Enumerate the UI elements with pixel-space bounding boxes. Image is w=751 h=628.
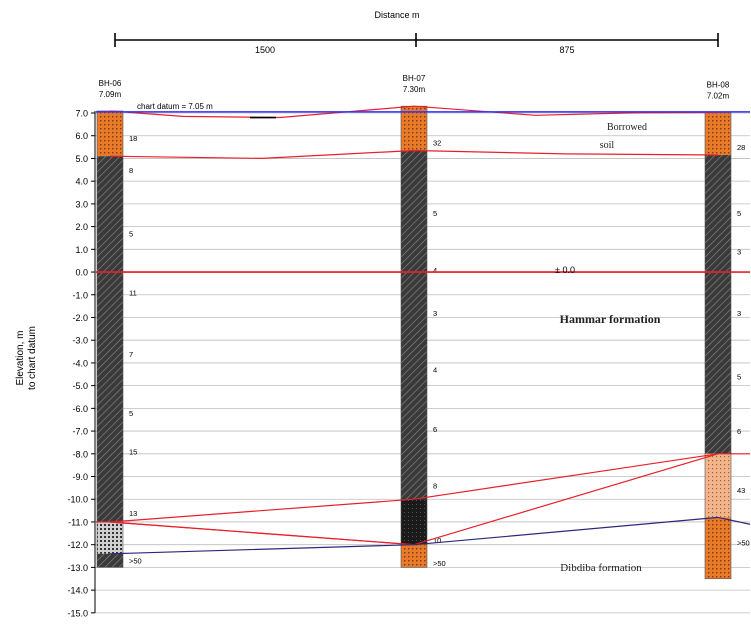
- y-tick-label: -1.0: [72, 290, 88, 300]
- borehole-name: BH-08: [707, 81, 730, 90]
- spt-value: 13: [129, 509, 137, 518]
- y-tick-label: 4.0: [75, 177, 88, 187]
- borehole-layer: [401, 499, 427, 545]
- y-axis-title-line1: Elevation, m: [15, 330, 26, 385]
- spt-value: 11: [129, 288, 137, 297]
- stratum-boundary: [109, 149, 719, 160]
- borehole-layer: [401, 150, 427, 500]
- y-tick-label: -4.0: [72, 358, 88, 368]
- borehole-top-elevation: 7.09m: [99, 90, 122, 99]
- y-tick-label: -3.0: [72, 336, 88, 346]
- span-label-2: 875: [559, 45, 574, 55]
- formation-label-borrowed: Borrowed: [607, 122, 647, 133]
- spt-value: >50: [433, 559, 446, 568]
- y-tick-label: 5.0: [75, 154, 88, 164]
- y-tick-label: -6.0: [72, 404, 88, 414]
- borehole-name: BH-07: [403, 74, 426, 83]
- stratum-boundary: [109, 453, 719, 523]
- zero-label: ± 0.0: [555, 265, 575, 275]
- y-axis: 7.0 6.0 5.0 4.0 3.0 2.0 1.0 0.0 -1.0 -2.0 -3.0 -4.0…: [67, 109, 96, 618]
- borehole-layer: [705, 517, 731, 579]
- spt-value: 5: [129, 229, 133, 238]
- datum-label: chart datum = 7.05 m: [137, 102, 213, 111]
- y-tick-label: 2.0: [75, 222, 88, 232]
- annotations: chart datum = 7.05 m ± 0.0 Borrowed soil…: [137, 102, 661, 574]
- spt-value: 3: [737, 248, 741, 257]
- y-tick-label: -14.0: [67, 586, 88, 596]
- y-tick-label: 6.0: [75, 131, 88, 141]
- spt-value: 7: [129, 350, 133, 359]
- spt-value: 18: [129, 134, 137, 143]
- borehole-bh-07: BH-07 7.30m 32 5 4 3 4 6 8 10 >50: [400, 74, 446, 568]
- stratum-boundary: [109, 105, 719, 119]
- spt-value: 10: [433, 536, 441, 545]
- y-tick-label: -11.0: [68, 517, 88, 527]
- borehole-outline: [96, 110, 124, 568]
- y-tick-label: -9.0: [72, 472, 88, 482]
- borehole-layer: [97, 156, 123, 522]
- spt-value: 43: [737, 486, 745, 495]
- y-tick-label: -2.0: [72, 313, 88, 323]
- distance-title: Distance m: [374, 10, 419, 20]
- spt-value: 5: [433, 209, 437, 218]
- borehole-bh-06: BH-06 7.09m 18 8 5 11 7 5 15 13 >50: [96, 79, 142, 568]
- stratum-boundary: [717, 516, 751, 525]
- span-label-1: 1500: [255, 45, 275, 55]
- y-axis-title-line2: to chart datum: [27, 326, 38, 390]
- borehole-layer: [705, 155, 731, 454]
- y-tick-label: -10.0: [67, 495, 88, 505]
- y-tick-label: 3.0: [75, 199, 88, 209]
- formation-label-soil: soil: [600, 140, 615, 151]
- dimension-bar: [114, 33, 719, 47]
- stratum-boundary: [109, 516, 719, 555]
- spt-value: 6: [433, 425, 437, 434]
- borehole-layer: [97, 553, 123, 568]
- borehole-layer: [97, 521, 123, 554]
- borehole-layer: [705, 453, 731, 518]
- stratum-boundaries: [96, 105, 751, 555]
- y-tick-label: -13.0: [67, 563, 88, 573]
- borehole-layer: [705, 112, 731, 156]
- y-tick-label: 0.0: [75, 268, 88, 278]
- spt-value: >50: [737, 538, 750, 547]
- borehole-bh-08: BH-08 7.02m 28 5 3 3 5 6 43 >50: [704, 81, 750, 580]
- y-tick-label: -15.0: [67, 608, 88, 618]
- borehole-top-elevation: 7.30m: [403, 85, 426, 94]
- borehole-top-elevation: 7.02m: [707, 92, 730, 101]
- y-tick-label: 1.0: [75, 245, 88, 255]
- borehole-layer: [401, 544, 427, 568]
- borehole-layer: [401, 106, 427, 151]
- spt-value: 32: [433, 139, 441, 148]
- spt-value: 28: [737, 143, 745, 152]
- spt-value: 5: [737, 209, 741, 218]
- spt-value: 3: [433, 309, 437, 318]
- borehole-name: BH-06: [99, 79, 122, 88]
- formation-label-dibdiba: Dibdiba formation: [560, 562, 642, 574]
- spt-value: 15: [129, 448, 137, 457]
- spt-value: 5: [737, 373, 741, 382]
- y-tick-label: -12.0: [67, 540, 88, 550]
- borehole-columns: BH-067.09m188511751513>50BH-077.30m32543…: [96, 74, 750, 580]
- spt-value: >50: [129, 557, 142, 566]
- stratum-boundary: [109, 521, 415, 546]
- formation-label-hammar: Hammar formation: [560, 312, 661, 326]
- y-tick-label: 7.0: [75, 109, 88, 119]
- borehole-layer: [97, 110, 123, 157]
- spt-value: 4: [433, 366, 437, 375]
- y-tick-label: -8.0: [72, 449, 88, 459]
- y-tick-label: -7.0: [72, 427, 88, 437]
- spt-value: 4: [433, 266, 437, 275]
- y-tick-label: -5.0: [72, 381, 88, 391]
- spt-value: 5: [129, 409, 133, 418]
- spt-value: 8: [433, 482, 437, 491]
- spt-value: 8: [129, 166, 133, 175]
- spt-value: 3: [737, 309, 741, 318]
- spt-value: 6: [737, 427, 741, 436]
